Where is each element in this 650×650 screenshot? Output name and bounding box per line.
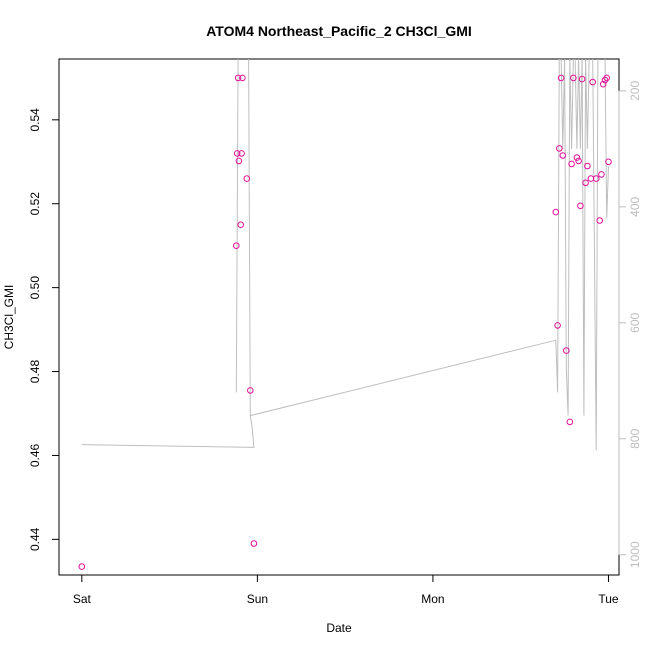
y2-tick-label: 800 xyxy=(628,428,642,448)
data-point xyxy=(78,563,86,570)
x-axis: Sat Sun Mon Tue xyxy=(73,574,619,606)
y-tick-label: 0.50 xyxy=(28,276,42,300)
data-point xyxy=(599,80,607,88)
x-tick-label: Sat xyxy=(73,592,92,606)
y2-axis: 200 400 600 800 1000 xyxy=(618,81,642,568)
data-point xyxy=(557,74,565,82)
data-point xyxy=(598,171,605,178)
pressure-layer xyxy=(81,59,609,451)
pressure-line xyxy=(81,59,609,451)
data-point xyxy=(568,160,575,168)
x-tick-label: Mon xyxy=(421,592,444,606)
data-point xyxy=(605,158,612,166)
data-point xyxy=(235,157,243,165)
data-point xyxy=(577,202,584,210)
y-tick-label: 0.54 xyxy=(28,108,42,132)
plot-frame xyxy=(58,58,620,576)
y2-tick-label: 400 xyxy=(628,197,642,217)
data-point xyxy=(233,150,241,157)
y2-tick-label: 600 xyxy=(628,312,642,332)
data-point xyxy=(233,242,240,249)
x-tick-label: Tue xyxy=(598,592,619,606)
data-point xyxy=(578,75,586,83)
data-point xyxy=(582,179,589,187)
y-tick-label: 0.48 xyxy=(28,360,42,384)
y-axis-label: CH3Cl_GMI xyxy=(2,285,16,350)
chart-title: ATOM4 Northeast_Pacific_2 CH3Cl_GMI xyxy=(206,23,472,39)
data-point xyxy=(575,157,582,165)
data-point xyxy=(570,74,577,82)
data-point xyxy=(596,217,604,224)
data-point xyxy=(237,221,244,228)
data-point xyxy=(234,74,242,82)
y-tick-label: 0.52 xyxy=(28,192,42,216)
points-layer xyxy=(78,74,612,570)
data-point xyxy=(601,76,609,84)
data-point xyxy=(573,154,581,161)
y2-tick-label: 200 xyxy=(628,81,642,101)
data-point xyxy=(554,322,561,329)
data-point xyxy=(566,418,574,426)
data-point xyxy=(587,175,595,182)
data-point xyxy=(556,145,563,152)
data-point xyxy=(243,175,251,182)
x-axis-label: Date xyxy=(326,621,352,635)
y-axis: 0.44 0.46 0.48 0.50 0.52 0.54 xyxy=(28,108,60,551)
data-point xyxy=(238,150,245,157)
data-point xyxy=(559,152,567,159)
data-point xyxy=(247,387,254,394)
data-point xyxy=(239,74,246,82)
data-point xyxy=(552,208,560,216)
data-point xyxy=(589,78,597,86)
data-point xyxy=(563,347,570,354)
data-point xyxy=(592,175,600,182)
y2-tick-label: 1000 xyxy=(628,541,642,568)
data-point xyxy=(584,162,591,170)
data-point xyxy=(250,540,258,547)
x-tick-label: Sun xyxy=(247,592,268,606)
y-tick-label: 0.44 xyxy=(28,527,42,551)
data-point xyxy=(603,74,611,82)
y-tick-label: 0.46 xyxy=(28,443,42,467)
